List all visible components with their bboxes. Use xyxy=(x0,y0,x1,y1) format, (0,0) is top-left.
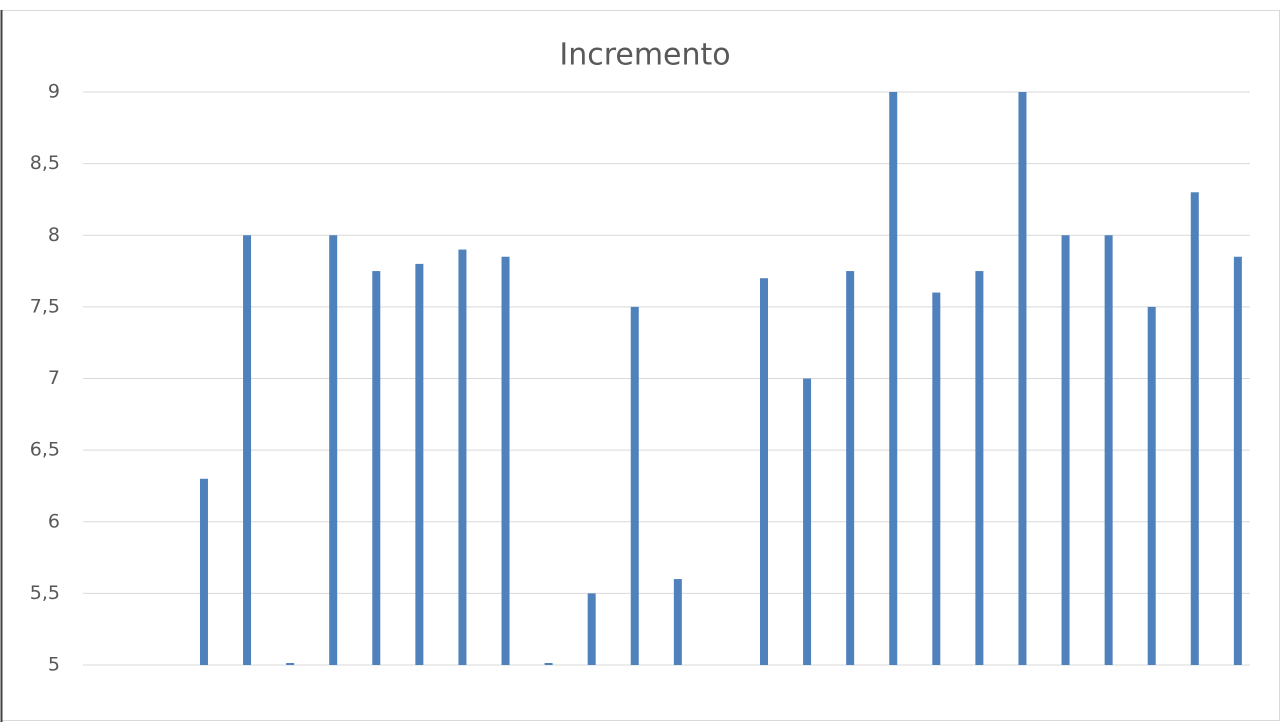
bar xyxy=(372,271,381,665)
bar xyxy=(1104,235,1113,665)
y-tick-label: 7 xyxy=(48,367,60,389)
y-tick-label: 8 xyxy=(48,224,60,246)
y-tick-label: 6,5 xyxy=(30,439,60,461)
y-tick-label: 5 xyxy=(48,654,60,676)
bar xyxy=(1018,92,1027,665)
y-tick-label: 9 xyxy=(48,81,60,103)
bar xyxy=(1190,192,1199,665)
y-tick-label: 6 xyxy=(48,510,60,532)
bar xyxy=(673,579,682,665)
bar xyxy=(1061,235,1070,665)
y-tick-label: 7,5 xyxy=(30,295,60,317)
bar xyxy=(889,92,898,665)
bar xyxy=(1147,306,1156,665)
bar xyxy=(458,249,467,665)
bar xyxy=(975,271,984,665)
bar xyxy=(803,378,812,665)
chart-title: Incremento xyxy=(559,38,730,73)
bar xyxy=(243,235,252,665)
bar xyxy=(846,271,855,665)
y-tick-label: 8,5 xyxy=(30,152,60,174)
bar xyxy=(286,663,295,665)
bar xyxy=(630,306,639,665)
bar xyxy=(759,278,768,665)
bar xyxy=(1233,256,1242,665)
bar xyxy=(329,235,338,665)
bar xyxy=(932,292,941,665)
chart-frame xyxy=(1,10,1280,721)
bar xyxy=(501,256,510,665)
bar xyxy=(544,663,553,665)
bar xyxy=(415,263,424,665)
bar xyxy=(199,478,208,665)
y-tick-label: 5,5 xyxy=(30,582,60,604)
bar xyxy=(587,593,596,665)
